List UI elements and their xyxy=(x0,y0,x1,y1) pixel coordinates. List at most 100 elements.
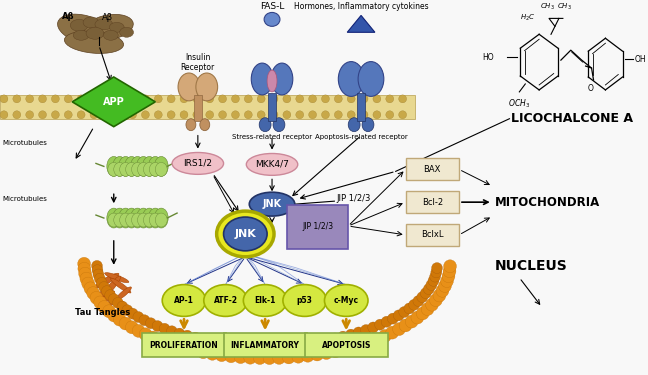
Ellipse shape xyxy=(98,301,116,310)
Text: ATF-2: ATF-2 xyxy=(214,296,238,305)
Text: APOPTOSIS: APOPTOSIS xyxy=(321,341,371,350)
Ellipse shape xyxy=(251,63,273,95)
Circle shape xyxy=(413,296,424,306)
Circle shape xyxy=(277,339,288,350)
Ellipse shape xyxy=(132,162,143,176)
Circle shape xyxy=(78,262,91,275)
Circle shape xyxy=(90,95,98,103)
Circle shape xyxy=(90,111,98,119)
Ellipse shape xyxy=(132,213,143,227)
Text: JNK: JNK xyxy=(262,199,282,209)
Text: Stress-related receptor: Stress-related receptor xyxy=(232,134,312,140)
Text: Elk-1: Elk-1 xyxy=(255,296,276,305)
Circle shape xyxy=(292,350,305,363)
Circle shape xyxy=(371,333,384,345)
Text: JIP 1/2/3: JIP 1/2/3 xyxy=(302,222,333,231)
Ellipse shape xyxy=(148,208,162,228)
Circle shape xyxy=(141,95,150,103)
Ellipse shape xyxy=(108,213,120,227)
Ellipse shape xyxy=(119,156,133,176)
Circle shape xyxy=(363,336,376,348)
Ellipse shape xyxy=(113,156,126,176)
Circle shape xyxy=(82,277,95,290)
Ellipse shape xyxy=(249,192,295,216)
Circle shape xyxy=(127,308,138,319)
Circle shape xyxy=(126,321,138,334)
Ellipse shape xyxy=(358,62,384,96)
Ellipse shape xyxy=(120,213,132,227)
Circle shape xyxy=(154,95,162,103)
Polygon shape xyxy=(72,77,156,127)
Circle shape xyxy=(433,289,446,302)
Text: $CH_3$: $CH_3$ xyxy=(557,2,572,12)
Circle shape xyxy=(430,294,443,307)
Circle shape xyxy=(218,95,227,103)
Circle shape xyxy=(64,111,72,119)
Circle shape xyxy=(399,111,406,119)
Circle shape xyxy=(411,311,424,324)
Text: BclxL: BclxL xyxy=(421,231,443,240)
Ellipse shape xyxy=(131,156,145,176)
Circle shape xyxy=(162,337,175,350)
Circle shape xyxy=(320,346,333,360)
Ellipse shape xyxy=(93,291,115,297)
Ellipse shape xyxy=(259,118,271,132)
Circle shape xyxy=(78,267,91,280)
Circle shape xyxy=(334,95,342,103)
Ellipse shape xyxy=(267,70,277,92)
Text: PROLIFERATION: PROLIFERATION xyxy=(150,341,218,350)
Circle shape xyxy=(375,319,386,330)
Circle shape xyxy=(159,323,170,334)
Ellipse shape xyxy=(150,213,161,227)
Circle shape xyxy=(373,95,381,103)
Circle shape xyxy=(225,350,238,363)
Text: Aβ: Aβ xyxy=(102,13,113,22)
Circle shape xyxy=(416,307,429,320)
Ellipse shape xyxy=(120,27,133,37)
Ellipse shape xyxy=(148,156,162,176)
Text: FAS-L: FAS-L xyxy=(260,3,284,12)
Circle shape xyxy=(92,265,103,276)
Circle shape xyxy=(311,348,323,361)
Ellipse shape xyxy=(137,213,150,227)
Ellipse shape xyxy=(108,162,120,176)
Ellipse shape xyxy=(70,20,88,31)
Ellipse shape xyxy=(119,208,133,228)
Circle shape xyxy=(116,95,124,103)
Bar xyxy=(194,95,202,121)
Text: Apoptosis-related receptor: Apoptosis-related receptor xyxy=(315,134,408,140)
Ellipse shape xyxy=(143,162,156,176)
Circle shape xyxy=(224,338,235,349)
Circle shape xyxy=(360,111,368,119)
Ellipse shape xyxy=(150,162,161,176)
Circle shape xyxy=(105,290,115,301)
Circle shape xyxy=(108,294,119,304)
Circle shape xyxy=(13,95,21,103)
Circle shape xyxy=(405,315,418,328)
Circle shape xyxy=(103,111,111,119)
Circle shape xyxy=(218,111,227,119)
Circle shape xyxy=(103,95,111,103)
Ellipse shape xyxy=(162,285,206,316)
Ellipse shape xyxy=(114,213,126,227)
Circle shape xyxy=(338,331,349,342)
Circle shape xyxy=(386,326,399,339)
Circle shape xyxy=(367,322,378,333)
Ellipse shape xyxy=(283,285,327,316)
Circle shape xyxy=(381,316,392,327)
Ellipse shape xyxy=(86,27,104,39)
Ellipse shape xyxy=(114,162,126,176)
Ellipse shape xyxy=(200,119,210,130)
Circle shape xyxy=(180,95,188,103)
Ellipse shape xyxy=(178,73,200,101)
Text: APP: APP xyxy=(103,97,124,107)
Circle shape xyxy=(428,275,439,286)
Circle shape xyxy=(206,347,219,360)
Bar xyxy=(0,95,415,119)
Circle shape xyxy=(244,351,257,364)
Circle shape xyxy=(295,111,304,119)
Ellipse shape xyxy=(362,118,374,132)
Ellipse shape xyxy=(143,213,156,227)
Text: Aβ: Aβ xyxy=(62,12,75,21)
Text: $CH_3$: $CH_3$ xyxy=(540,2,555,12)
